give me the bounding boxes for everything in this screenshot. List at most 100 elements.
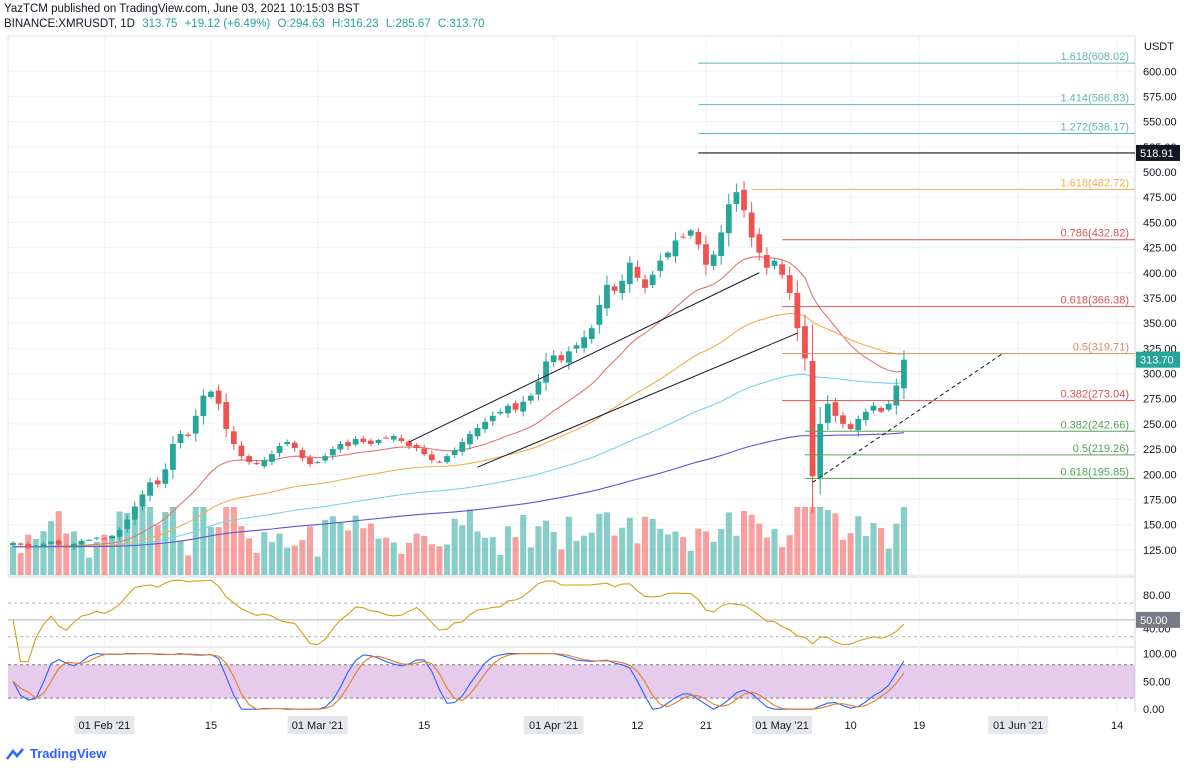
y-tick-label: 300.00 — [1143, 369, 1177, 381]
volume-bar — [192, 507, 199, 575]
candle-body — [878, 407, 884, 412]
candle-body — [337, 444, 344, 450]
volume-bar — [748, 514, 755, 575]
volume-bar — [634, 543, 641, 575]
candle-body — [840, 415, 846, 424]
volume-bar — [482, 537, 489, 575]
volume-bar — [512, 537, 519, 575]
volume-bar — [223, 507, 230, 575]
candle-body — [291, 442, 298, 449]
volume-bar — [390, 542, 397, 575]
x-tick-box — [988, 716, 1049, 734]
stoch-band — [8, 664, 1135, 699]
candle-body — [588, 328, 595, 339]
volume-bar — [131, 507, 138, 575]
volume-bar — [261, 532, 268, 575]
fib-level-label: 0.618(195.85) — [1061, 466, 1130, 478]
volume-bar — [756, 523, 763, 575]
price-chart[interactable]: 600.00575.00550.00525.00500.00475.00450.… — [0, 0, 1186, 740]
volume-bar — [733, 535, 740, 575]
candle-body — [109, 535, 115, 539]
volume-bar — [801, 507, 808, 575]
candle-body — [474, 427, 481, 437]
y-tick-label: 175.00 — [1143, 494, 1177, 506]
y-tick-label: 575.00 — [1143, 91, 1177, 103]
candle-body — [649, 274, 656, 285]
volume-bar — [154, 525, 161, 575]
candle-body — [230, 431, 237, 445]
volume-bar — [337, 521, 344, 575]
volume-bar — [489, 537, 496, 575]
ema-ema20-line — [13, 256, 904, 548]
candle-body — [17, 543, 24, 545]
volume-bar — [763, 537, 770, 575]
volume-bar — [421, 536, 428, 575]
candle-body — [124, 519, 131, 530]
volume-bar — [291, 545, 298, 575]
candle-body — [718, 232, 725, 257]
price-pane-frame — [7, 35, 1136, 576]
candle-body — [885, 403, 892, 410]
volume-bar — [63, 533, 70, 575]
volume-bar — [86, 557, 93, 575]
candle-body — [329, 449, 336, 456]
candle-body — [86, 539, 93, 541]
candle-body — [192, 415, 199, 434]
trend-channel-lower — [477, 332, 798, 468]
candle-body — [93, 537, 100, 539]
stoch-tick-label: 0.00 — [1143, 704, 1164, 716]
volume-bar — [588, 532, 595, 575]
candle-body — [261, 460, 268, 467]
candle-body — [444, 456, 450, 463]
candle-body — [185, 434, 192, 436]
candle-body — [497, 411, 504, 414]
volume-bar — [596, 513, 603, 575]
candle-body — [832, 402, 839, 416]
volume-bar — [375, 538, 382, 575]
volume-bar — [398, 553, 405, 575]
volume-bar — [786, 535, 793, 575]
candle-body — [847, 424, 854, 429]
volume-bar — [40, 531, 47, 575]
candle-body — [215, 390, 222, 404]
volume-bar — [680, 537, 687, 575]
fib-level-label: 0.382(242.66) — [1061, 419, 1130, 431]
candle-body — [299, 450, 306, 459]
trend-channel-upper — [408, 272, 760, 443]
volume-bar — [474, 531, 481, 575]
volume-bar — [451, 518, 458, 575]
candle-body — [413, 444, 420, 449]
y-tick-label: 200.00 — [1143, 469, 1177, 481]
candle-body — [741, 189, 747, 211]
volume-bar — [611, 535, 618, 575]
volume-bar — [177, 540, 184, 575]
volume-bar — [246, 538, 253, 575]
candle-body — [314, 462, 321, 464]
candle-body — [565, 351, 572, 363]
volume-bar — [710, 541, 717, 575]
candle-body — [901, 359, 907, 389]
candle-body — [817, 423, 824, 478]
candle-body — [352, 438, 359, 445]
volume-bar — [893, 523, 900, 575]
ath-price-label: 518.91 — [1140, 148, 1174, 160]
candle-body — [710, 254, 717, 266]
volume-bar — [17, 553, 24, 575]
volume-bar — [139, 507, 146, 575]
candle-body — [695, 231, 702, 245]
tradingview-brand: TradingView — [30, 746, 107, 761]
volume-bar — [147, 507, 154, 575]
candle-body — [406, 441, 412, 447]
stoch-tick-label: 50.00 — [1143, 676, 1171, 688]
x-tick-box — [523, 716, 584, 734]
candle-body — [794, 292, 801, 329]
stoch-d-line — [12, 653, 905, 710]
candle-body — [657, 260, 664, 271]
last-price-tag — [1136, 351, 1180, 368]
volume-bar — [664, 534, 671, 575]
volume-bar — [855, 516, 862, 575]
volume-bar — [603, 512, 611, 575]
ema-ema100-line — [13, 373, 904, 548]
candle-body — [733, 192, 740, 205]
candle-body — [687, 230, 694, 236]
